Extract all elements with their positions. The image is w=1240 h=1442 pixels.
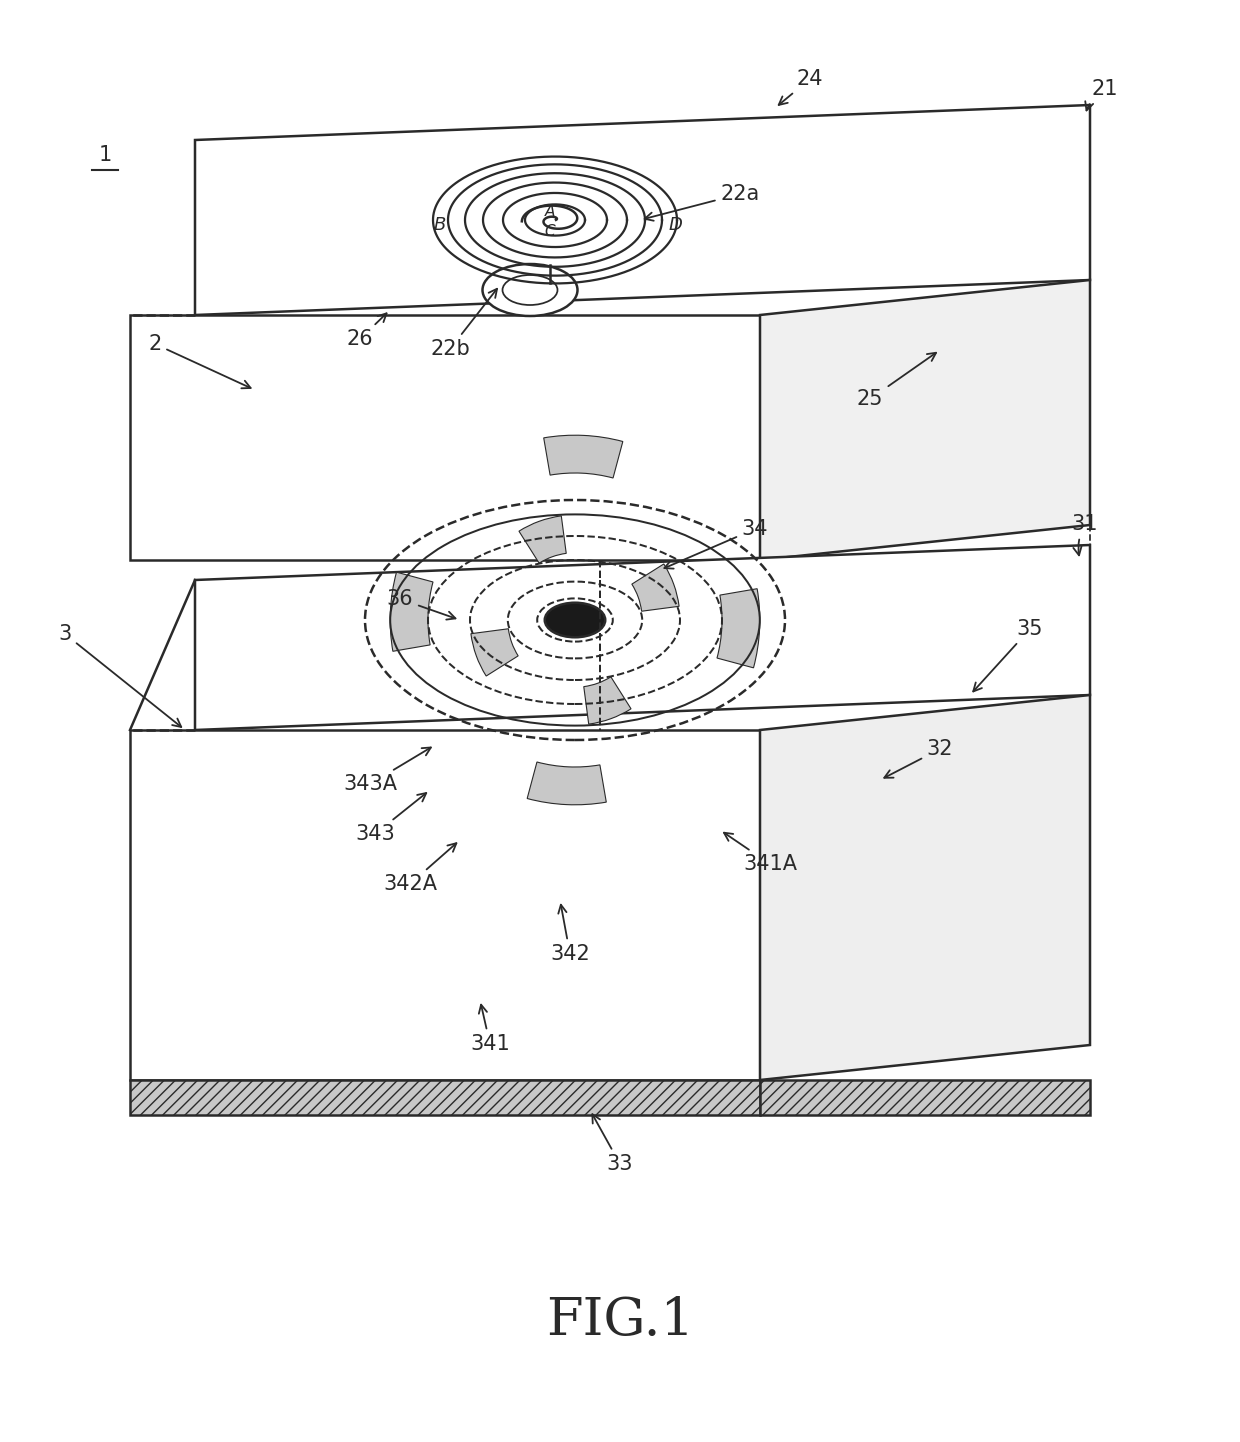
Text: 22b: 22b (430, 288, 497, 359)
Polygon shape (760, 695, 1090, 1080)
Text: 21: 21 (1085, 79, 1118, 111)
Wedge shape (520, 516, 567, 564)
Polygon shape (195, 545, 1090, 730)
Text: 36: 36 (387, 588, 455, 620)
Polygon shape (130, 730, 760, 1080)
Text: 2: 2 (149, 335, 250, 388)
Polygon shape (130, 314, 760, 559)
Text: 341: 341 (470, 1005, 510, 1054)
Text: 343: 343 (355, 793, 427, 844)
Text: 34: 34 (665, 519, 769, 568)
Text: FIG.1: FIG.1 (546, 1295, 694, 1345)
Text: 32: 32 (884, 738, 954, 777)
Text: 342: 342 (551, 904, 590, 965)
Text: 24: 24 (779, 69, 823, 105)
Text: A: A (544, 205, 556, 219)
Wedge shape (543, 435, 622, 477)
Text: 341A: 341A (724, 832, 797, 874)
Wedge shape (717, 588, 760, 668)
Text: 343A: 343A (343, 747, 430, 795)
Wedge shape (391, 572, 433, 652)
Text: 342A: 342A (383, 844, 456, 894)
Wedge shape (584, 676, 631, 724)
Wedge shape (471, 629, 518, 676)
Text: 1: 1 (98, 146, 112, 164)
Polygon shape (195, 105, 1090, 314)
Text: D: D (668, 216, 682, 234)
Text: 3: 3 (58, 624, 181, 727)
Polygon shape (760, 280, 1090, 559)
Text: 22a: 22a (645, 185, 760, 221)
Ellipse shape (482, 264, 578, 316)
Polygon shape (130, 1080, 760, 1115)
Wedge shape (632, 564, 680, 611)
Text: B: B (434, 216, 446, 234)
Text: 31: 31 (1071, 513, 1099, 555)
Text: 33: 33 (593, 1115, 634, 1174)
Wedge shape (527, 761, 606, 805)
Text: C: C (544, 225, 556, 239)
Ellipse shape (544, 603, 605, 637)
Polygon shape (760, 1080, 1090, 1115)
Text: 25: 25 (857, 353, 936, 410)
Text: 26: 26 (347, 313, 387, 349)
Text: 35: 35 (973, 619, 1043, 692)
